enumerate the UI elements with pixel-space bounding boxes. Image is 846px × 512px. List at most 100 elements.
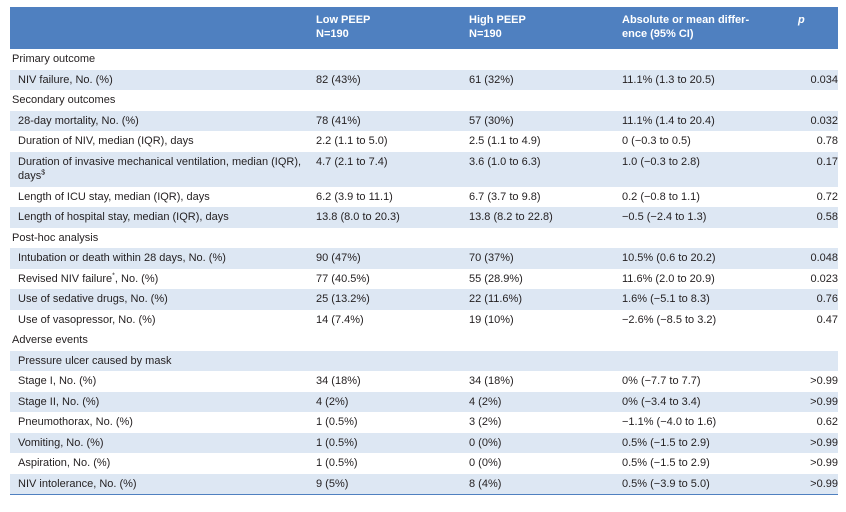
low-peep-value: [305, 351, 458, 354]
table-row: Duration of invasive mechanical ventilat…: [10, 151, 838, 187]
row-label: Intubation or death within 28 days, No. …: [10, 248, 305, 265]
row-label: Length of ICU stay, median (IQR), days: [10, 187, 305, 204]
p-value: 0.048: [810, 252, 838, 264]
row-label-text: Length of hospital stay, median (IQR), d…: [18, 211, 229, 223]
row-label-text: Aspiration, No. (%): [18, 457, 111, 469]
header-high-peep-n: N=190: [469, 28, 502, 40]
table-row: Pressure ulcer caused by mask: [10, 350, 838, 371]
difference-value: 11.1% (1.3 to 20.5): [622, 73, 715, 86]
p-value: 0.47: [816, 313, 838, 326]
table-body: Primary outcome NIV failure, No. (%) 82 (4…: [10, 49, 838, 494]
table-row: Revised NIV failure*, No. (%) 77 (40.5%) 5…: [10, 269, 838, 290]
header-low-peep-n: N=190: [316, 28, 349, 40]
row-label: Vomiting, No. (%): [10, 432, 305, 450]
p-value: >0.99: [810, 375, 838, 387]
high-peep-value: 4 (2%): [469, 395, 502, 408]
row-label: Pressure ulcer caused by mask: [10, 350, 305, 368]
high-peep-value: 8 (4%): [469, 477, 502, 490]
table-row: Length of ICU stay, median (IQR), days 6.…: [10, 187, 838, 208]
table-row: Stage II, No. (%) 4 (2%) 4 (2%) 0% (−3.4 to…: [10, 391, 838, 412]
difference-value: −1.1% (−4.0 to 1.6): [622, 416, 717, 428]
row-label: Stage I, No. (%): [10, 371, 305, 388]
high-peep-value: 3 (2%): [469, 416, 502, 428]
difference-value: 1.0 (−0.3 to 2.8): [622, 155, 700, 168]
row-label-text: Stage II, No. (%): [18, 395, 100, 408]
table-row: Stage I, No. (%) 34 (18%) 34 (18%) 0% (−7.7…: [10, 371, 838, 392]
difference-value: 1.6% (−5.1 to 8.3): [622, 293, 710, 305]
header-outcome: [10, 7, 305, 49]
row-label: Use of sedative drugs, No. (%): [10, 289, 305, 306]
p-value: >0.99: [810, 457, 838, 469]
section-heading: Primary outcome: [12, 53, 96, 65]
high-peep-value: 3.6 (1.0 to 6.3): [469, 155, 541, 168]
row-label-text: Duration of invasive mechanical ventilat…: [18, 155, 302, 182]
difference-value: −0.5 (−2.4 to 1.3): [622, 211, 707, 223]
row-label-text: Duration of NIV, median (IQR), days: [18, 135, 194, 147]
row-label-text: Vomiting, No. (%): [18, 436, 104, 449]
row-label-text: Revised NIV failure: [18, 272, 113, 285]
difference-value: 0 (−0.3 to 0.5): [622, 135, 691, 147]
low-peep-value: 4 (2%): [316, 395, 349, 408]
difference-value: 0.5% (−1.5 to 2.9): [622, 457, 710, 469]
p-value: >0.99: [810, 477, 838, 490]
row-label: Pneumothorax, No. (%): [10, 412, 305, 429]
table-row: Duration of NIV, median (IQR), days 2.2 (…: [10, 131, 838, 152]
low-peep-value: 1 (0.5%): [316, 436, 358, 449]
row-label: Length of hospital stay, median (IQR), d…: [10, 207, 305, 224]
low-peep-value: 9 (5%): [316, 477, 349, 490]
row-label-text: NIV intolerance, No. (%): [18, 477, 137, 490]
high-peep-value: 6.7 (3.7 to 9.8): [469, 190, 541, 203]
p-value: 0.034: [810, 73, 838, 86]
row-label-text: Pressure ulcer caused by mask: [18, 354, 172, 367]
table-row: Intubation or death within 28 days, No. …: [10, 248, 838, 269]
difference-value: 0.5% (−1.5 to 2.9): [622, 436, 710, 449]
low-peep-value: 14 (7.4%): [316, 313, 364, 326]
row-label: Use of vasopressor, No. (%): [10, 310, 305, 327]
low-peep-value: 1 (0.5%): [316, 457, 358, 469]
p-value: >0.99: [810, 395, 838, 408]
difference-value: 10.5% (0.6 to 20.2): [622, 252, 716, 264]
high-peep-value: 13.8 (8.2 to 22.8): [469, 211, 553, 223]
row-label-text: Stage I, No. (%): [18, 375, 97, 387]
low-peep-value: 25 (13.2%): [316, 293, 370, 305]
header-high-peep-title: High PEEP: [469, 14, 526, 26]
header-low-peep-title: Low PEEP: [316, 14, 371, 26]
low-peep-value: 77 (40.5%): [316, 272, 370, 285]
p-value: >0.99: [810, 436, 838, 449]
difference-value: 0% (−3.4 to 3.4): [622, 395, 701, 408]
high-peep-value: 22 (11.6%): [469, 293, 522, 305]
section-heading-row: Post-hoc analysis: [10, 227, 838, 248]
table-row: NIV intolerance, No. (%) 9 (5%) 8 (4%) 0.5%…: [10, 473, 838, 494]
row-label-text: Use of vasopressor, No. (%): [18, 313, 156, 326]
results-table: Low PEEP N=190 High PEEP N=190 Absolute …: [10, 7, 838, 495]
row-label-text: Use of sedative drugs, No. (%): [18, 293, 168, 305]
high-peep-value: 34 (18%): [469, 375, 514, 387]
row-label-text: Length of ICU stay, median (IQR), days: [18, 190, 210, 203]
header-difference-line2: ence (95% CI): [622, 28, 694, 40]
difference-value: 11.1% (1.4 to 20.4): [622, 114, 715, 127]
section-heading-row: Adverse events: [10, 330, 838, 351]
row-label: Stage II, No. (%): [10, 391, 305, 409]
low-peep-value: 82 (43%): [316, 73, 361, 86]
p-value: 0.17: [816, 155, 838, 168]
p-value: 0.032: [810, 114, 838, 127]
low-peep-value: 2.2 (1.1 to 5.0): [316, 135, 388, 147]
p-value: 0.78: [816, 135, 838, 147]
table-row: Pneumothorax, No. (%) 1 (0.5%) 3 (2%) −1.1%…: [10, 412, 838, 433]
low-peep-value: 4.7 (2.1 to 7.4): [316, 155, 388, 168]
bottom-rule: [10, 494, 838, 495]
high-peep-value: 57 (30%): [469, 114, 514, 127]
p-value: 0.62: [816, 416, 838, 428]
p-value: 0.76: [816, 293, 838, 305]
table-row: Vomiting, No. (%) 1 (0.5%) 0 (0%) 0.5% (−1.…: [10, 432, 838, 453]
low-peep-value: 78 (41%): [316, 114, 361, 127]
section-heading-row: Secondary outcomes: [10, 90, 838, 111]
table-row: Length of hospital stay, median (IQR), d…: [10, 207, 838, 228]
low-peep-value: 90 (47%): [316, 252, 361, 264]
row-label: NIV failure, No. (%): [10, 69, 305, 87]
table-row: 28-day mortality, No. (%) 78 (41%) 57 (30%…: [10, 110, 838, 131]
table-row: Use of vasopressor, No. (%) 14 (7.4%) 19 (…: [10, 310, 838, 331]
row-label-text: Intubation or death within 28 days, No. …: [18, 252, 226, 264]
high-peep-value: 0 (0%): [469, 457, 502, 469]
row-label: Duration of invasive mechanical ventilat…: [10, 151, 305, 183]
